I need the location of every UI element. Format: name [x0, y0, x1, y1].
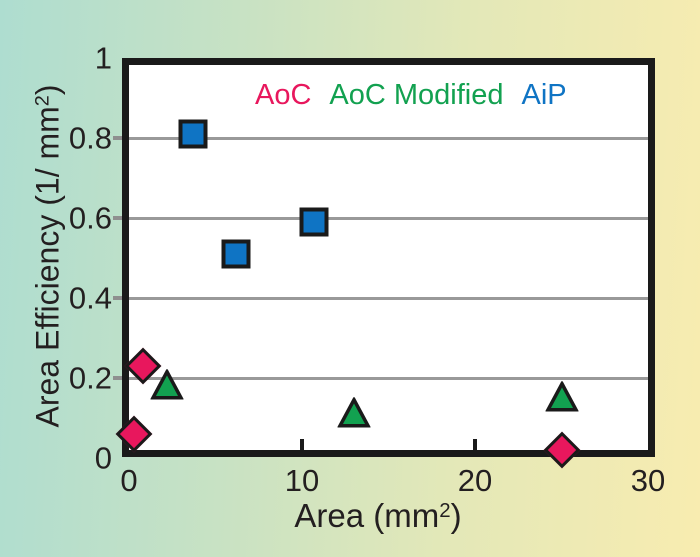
label-text: ): [29, 84, 66, 96]
data-point-aoc-modified: [150, 369, 184, 400]
chart-legend: AoC AoC Modified AiP: [255, 79, 567, 112]
label-text: ): [450, 497, 462, 534]
triangle-marker-icon: [337, 397, 371, 428]
superscript: 2: [439, 498, 451, 522]
legend-item-aoc-modified: AoC Modified: [329, 79, 504, 111]
y-tick-label-0: 0: [94, 440, 112, 476]
x-tick-mark-20: [473, 439, 477, 450]
y-tick-label-0.6: 0.6: [68, 200, 112, 236]
data-point-aoc: [543, 431, 580, 469]
x-tick-mark-10: [300, 439, 304, 450]
label-text: Area (mm: [294, 497, 440, 534]
y-tick-label-0.2: 0.2: [68, 360, 112, 396]
triangle-marker-icon: [545, 381, 578, 412]
gridline-y-0.6: [129, 216, 648, 220]
data-point-aoc-modified: [545, 381, 578, 412]
data-point-aip: [178, 119, 208, 149]
y-tick-mark-0.6: [113, 216, 122, 220]
data-point-aip: [221, 239, 251, 269]
y-tick-label-0.4: 0.4: [68, 280, 112, 316]
x-axis-title: Area (mm2): [294, 497, 461, 535]
data-point-aoc: [115, 415, 153, 453]
triangle-marker-icon: [150, 369, 184, 400]
gridline-y-0.8: [129, 136, 648, 140]
y-tick-mark-0.8: [113, 136, 122, 140]
x-tick-label-10: 10: [284, 463, 320, 498]
x-tick-label-20: 20: [457, 463, 493, 498]
gridline-y-0.2: [129, 376, 648, 380]
legend-item-aoc: AoC: [255, 79, 312, 111]
gridline-y-0.4: [129, 296, 648, 300]
data-point-aoc-modified: [337, 397, 371, 428]
y-tick-label-0.8: 0.8: [68, 120, 112, 156]
superscript: 2: [31, 95, 54, 107]
plot-area: AoC AoC Modified AiP: [113, 58, 655, 469]
y-tick-mark-0.2: [113, 376, 122, 380]
x-tick-label-0: 0: [120, 463, 138, 498]
y-tick-label-1: 1: [94, 40, 112, 76]
data-point-aip: [299, 207, 329, 237]
x-tick-label-30: 30: [630, 463, 666, 498]
y-tick-mark-0.4: [113, 296, 122, 300]
legend-item-aip: AiP: [521, 79, 567, 111]
